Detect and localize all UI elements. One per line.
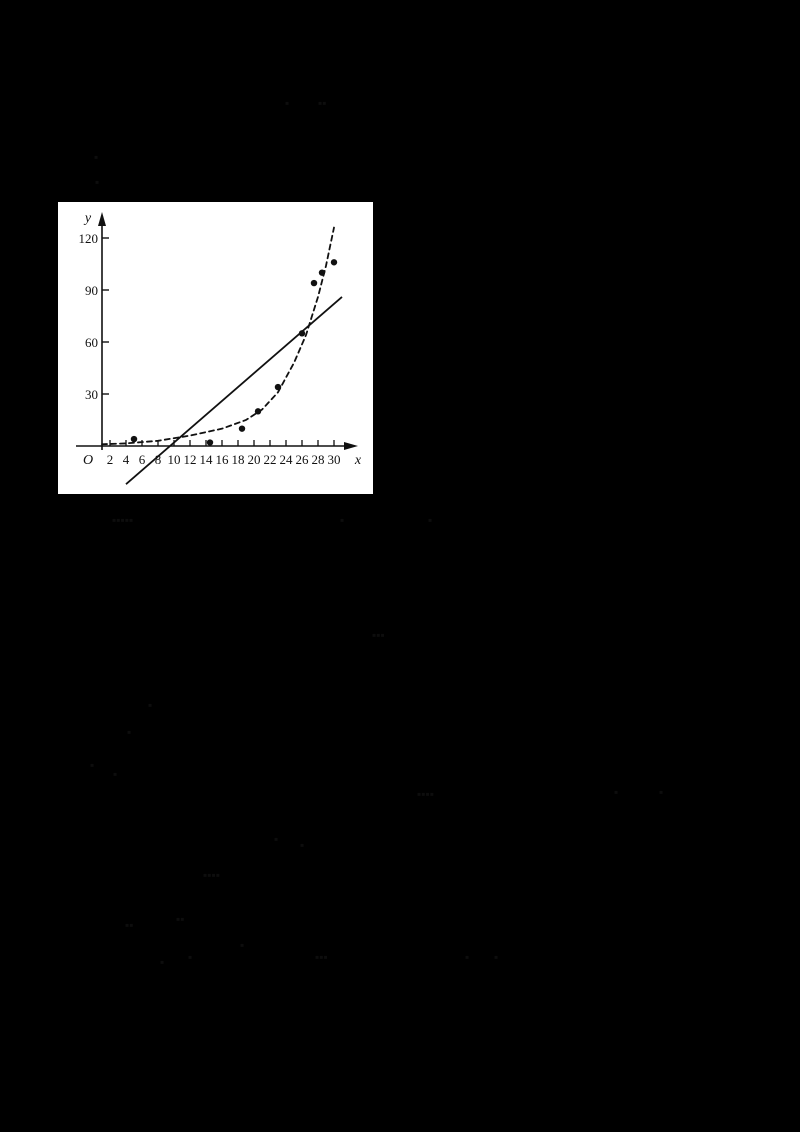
scatter-point [298,330,306,337]
page-artifact-mark: ▪ [285,96,290,110]
x-tick-label-4: 4 [123,452,130,467]
page-artifact-mark: ▪▪▪ [372,628,385,642]
scatter-point [274,383,282,391]
scatter-point-group [130,259,338,446]
chart-figure: y x O 120 90 60 30 [58,202,373,494]
page-artifact-mark: ▪ [340,513,345,527]
page-artifact-mark: ▪ [300,838,305,852]
x-tick-label-30: 30 [328,452,341,467]
y-axis-arrow [98,212,106,226]
scatter-point [310,279,318,287]
x-tick-label-2: 2 [107,452,114,467]
chart-background [58,202,373,494]
page-artifact-mark: ▪ [148,698,153,712]
scatter-point [318,269,326,276]
x-tick-label-18: 18 [232,452,245,467]
y-tick-label-60: 60 [85,335,98,350]
x-tick-label-28: 28 [312,452,325,467]
page-artifact-mark: ▪ [494,950,499,964]
scatter-point [238,425,246,432]
scatter-point [130,435,138,443]
x-axis [76,442,358,450]
page-artifact-mark: ▪ [188,950,193,964]
x-tick-label-10: 10 [168,452,181,467]
x-tick-label-14: 14 [200,452,214,467]
x-tick-label-12: 12 [184,452,197,467]
linear-fit-line [125,296,343,485]
page-artifact-mark: ▪▪▪ [315,950,328,964]
page-artifact-mark: ▪▪▪▪ [203,868,221,882]
scatter-point [254,408,262,415]
page-artifact-mark: ▪ [274,832,279,846]
x-tick-label-6: 6 [139,452,146,467]
page-artifact-mark: ▪ [160,955,165,969]
page-artifact-mark: ▪▪ [318,96,327,110]
page-artifact-mark: ▪ [90,758,95,772]
origin-label: O [83,453,93,468]
page-artifact-mark: ▪ [127,725,132,739]
exponential-fit-curve [101,226,335,446]
y-axis-label: y [83,211,92,226]
page-artifact-mark: ▪ [465,950,470,964]
x-tick-label-22: 22 [264,452,277,467]
page-artifact-mark: ▪▪▪▪▪ [112,513,134,527]
page-artifact-mark: ▪ [94,150,99,164]
chart-panel: y x O 120 90 60 30 [58,202,373,494]
page-artifact-mark: ▪ [614,785,619,799]
x-tick-label-16: 16 [216,452,230,467]
page-artifact-mark: ▪▪ [125,918,134,932]
x-axis-label: x [354,453,362,468]
y-axis [98,212,106,450]
y-tick-label-30: 30 [85,387,98,402]
y-tick-marks [102,237,109,395]
page-artifact-mark: ▪ [240,938,245,952]
x-tick-label-8: 8 [155,452,162,467]
page-artifact-mark: ▪ [659,785,664,799]
x-axis-arrow [344,442,358,450]
x-tick-label-26: 26 [296,452,310,467]
page-artifact-mark: ▪▪ [176,912,185,926]
page-artifact-mark: ▪ [113,767,118,781]
page-artifact-mark: ▪ [428,513,433,527]
y-tick-label-90: 90 [85,283,98,298]
scatter-point [206,439,214,446]
scatter-point [330,259,338,266]
x-tick-label-20: 20 [248,452,261,467]
x-tick-label-24: 24 [280,452,294,467]
page-artifact-mark: ▪ [95,175,100,189]
page-artifact-mark: ▪▪▪▪ [417,787,435,801]
y-tick-label-120: 120 [79,231,99,246]
